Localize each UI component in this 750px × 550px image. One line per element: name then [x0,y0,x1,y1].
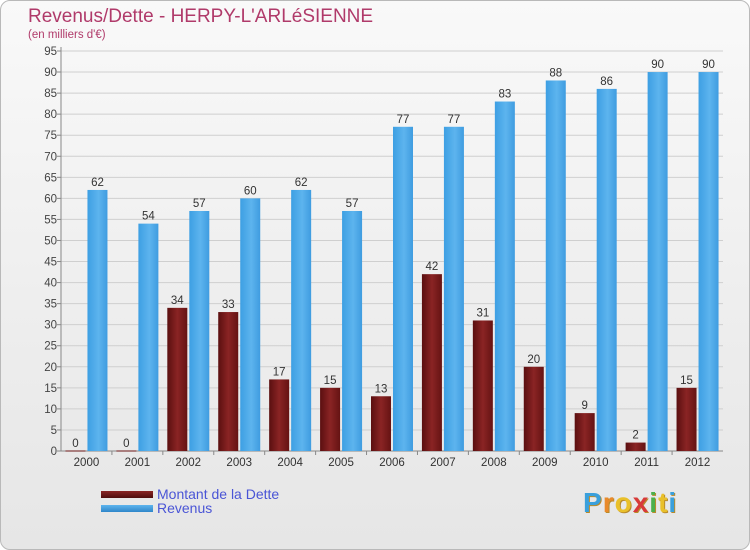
revenue-bar [189,211,210,451]
revenue-bar [393,126,413,451]
y-tick-label: 40 [44,278,57,290]
y-tick-label: 0 [51,446,57,458]
y-tick-label: 5 [51,425,57,437]
x-tick-label: 2008 [481,457,507,469]
debt-bar [167,307,188,451]
debt-bar [523,366,544,451]
debt-value-label: 13 [375,383,388,395]
logo-letter: x [632,487,650,518]
legend-label-debt: Montant de la Dette [157,486,280,502]
revenue-bar [138,223,159,451]
debt-bar [269,379,290,451]
debt-value-label: 15 [680,375,693,387]
y-tick-label: 85 [44,88,57,100]
y-tick-label: 70 [44,151,57,163]
x-tick-label: 2000 [74,457,100,469]
y-tick-label: 55 [44,214,57,226]
revenue-bar [494,101,515,452]
y-tick-label: 15 [44,383,57,395]
x-tick-label: 2009 [532,457,558,469]
revenue-bar [545,80,566,451]
debt-bar [320,387,341,451]
legend-swatch-debt [101,491,153,498]
revenue-value-label: 54 [142,211,155,223]
debt-bar [371,396,391,451]
x-tick-label: 2005 [328,457,354,469]
chart-subtitle: (en milliers d'€) [28,29,106,41]
x-tick-label: 2001 [125,457,151,469]
revenue-value-label: 90 [651,59,664,71]
revenue-value-label: 57 [193,198,206,210]
chart-title: Revenus/Dette - HERPY-L'ARLéSIENNE [28,6,374,27]
y-tick-label: 75 [44,130,57,142]
revenue-bar [443,126,464,451]
debt-bar [574,413,595,451]
debt-value-label: 9 [581,400,587,412]
y-tick-label: 35 [44,299,57,311]
x-tick-label: 2007 [430,457,456,469]
y-tick-label: 95 [44,46,57,58]
debt-bar [676,387,697,451]
y-tick-label: 45 [44,257,57,269]
x-tick-label: 2004 [277,457,303,469]
x-tick-label: 2010 [583,457,609,469]
debt-value-label: 0 [72,438,78,450]
x-tick-label: 2006 [379,457,405,469]
debt-value-label: 33 [222,299,235,311]
revenue-value-label: 77 [397,114,410,126]
debt-value-label: 0 [123,438,129,450]
revenue-bar [291,189,312,451]
logo-letter: o [614,487,633,518]
x-tick-label: 2012 [685,457,711,469]
debt-bar [421,274,442,451]
logo-letter: r [602,487,615,518]
debt-value-label: 15 [324,375,337,387]
y-tick-label: 50 [44,235,57,247]
debt-value-label: 42 [426,261,439,273]
revenue-value-label: 60 [244,185,257,197]
logo-letter: P [583,487,603,518]
y-tick-label: 90 [44,67,57,79]
revenue-value-label: 62 [91,177,104,189]
revenue-bar [342,211,363,451]
debt-value-label: 34 [171,295,184,307]
revenue-bar [596,88,617,451]
revenue-value-label: 62 [295,177,308,189]
debt-value-label: 17 [273,366,286,378]
revenue-value-label: 57 [346,198,359,210]
revenue-bar [647,72,668,451]
revenue-value-label: 86 [600,76,613,88]
revenue-bar [240,198,261,451]
legend-label-revenue: Revenus [157,500,213,516]
revenue-value-label: 77 [448,114,461,126]
x-tick-label: 2011 [634,457,659,469]
debt-bar [218,312,239,451]
y-tick-label: 30 [44,320,57,332]
revenue-bar [698,72,719,451]
y-tick-label: 80 [44,109,57,121]
debt-bar [625,442,646,451]
y-tick-label: 20 [44,362,57,374]
legend-swatch-revenue [101,505,153,512]
revenue-value-label: 88 [549,67,562,79]
debt-bar [472,320,493,451]
y-tick-label: 10 [44,404,57,416]
debt-value-label: 31 [476,307,489,319]
y-tick-label: 25 [44,341,57,353]
debt-value-label: 2 [632,430,638,442]
y-tick-label: 60 [44,193,57,205]
x-tick-label: 2003 [226,457,252,469]
revenue-bar [87,189,108,451]
logo-letter: i [668,487,678,518]
logo-letter: t [658,487,669,518]
x-tick-label: 2002 [176,457,202,469]
proxiti-logo: Proxiti [583,487,677,519]
revenue-value-label: 83 [498,89,511,101]
revenue-value-label: 90 [702,59,715,71]
debt-value-label: 20 [527,354,540,366]
logo-letter: i [649,487,659,518]
y-tick-label: 65 [44,172,57,184]
